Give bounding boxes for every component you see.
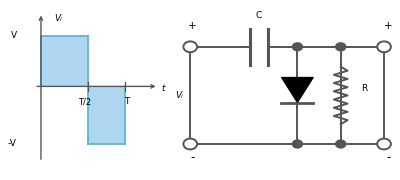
Circle shape (336, 43, 346, 51)
Text: -V: -V (8, 140, 17, 148)
Text: Vᵢ: Vᵢ (176, 91, 183, 100)
Text: +: + (384, 21, 393, 31)
Text: t: t (162, 84, 166, 93)
Bar (88, 86, 125, 144)
Circle shape (292, 140, 302, 148)
Text: T: T (124, 97, 129, 106)
Text: T/2: T/2 (78, 97, 91, 106)
Text: Vᵢ: Vᵢ (54, 14, 62, 23)
Circle shape (336, 140, 346, 148)
Circle shape (377, 139, 391, 149)
Bar (41, 36, 88, 86)
Text: -: - (190, 151, 195, 164)
Text: R: R (361, 84, 368, 93)
Polygon shape (282, 77, 313, 103)
Text: -: - (386, 151, 391, 164)
Circle shape (183, 139, 197, 149)
Circle shape (377, 41, 391, 52)
Text: V: V (11, 31, 17, 40)
Circle shape (183, 41, 197, 52)
Circle shape (292, 43, 302, 51)
Text: +: + (188, 21, 197, 31)
Text: C: C (256, 11, 262, 20)
